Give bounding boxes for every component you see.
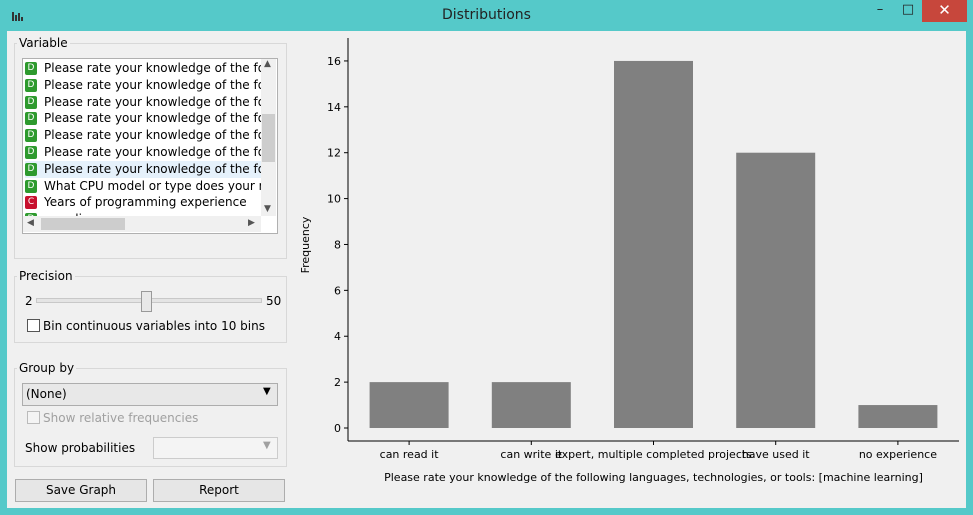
discrete-variable-icon: D [25, 146, 37, 159]
list-vertical-scroll-thumb[interactable] [262, 114, 275, 162]
y-tick-label: 14 [327, 101, 341, 114]
title-bar: Distributions – □ ✕ [0, 0, 973, 31]
precision-max-label: 50 [266, 294, 282, 308]
y-tick-label: 4 [334, 330, 341, 343]
group-by-label: Group by [17, 361, 77, 375]
bin-continuous-label: Bin continuous variables into 10 bins [43, 319, 265, 333]
variable-list-item-label: Please rate your knowledge of the follow… [44, 145, 261, 159]
bar [614, 60, 693, 429]
variable-list-item[interactable]: D Please rate your knowledge of the follo… [25, 144, 261, 161]
y-axis-label: Frequency [299, 216, 312, 273]
discrete-variable-icon: D [25, 62, 37, 75]
variable-list-item-label: Please rate your knowledge of the follow… [44, 128, 261, 143]
scroll-right-icon[interactable]: ▶ [248, 218, 255, 228]
discrete-variable-icon: D [25, 78, 37, 92]
discrete-variable-icon: D [25, 179, 37, 193]
bar-chart-icon [12, 12, 23, 21]
minimize-button[interactable]: – [876, 2, 884, 17]
variable-list-item-label: Please rate your knowledge of the follow… [44, 94, 261, 109]
variable-list-item[interactable]: D What CPU model or type does your most [25, 178, 261, 195]
variable-list-item-label: Please rate your knowledge of the follow… [44, 77, 261, 92]
report-button[interactable]: Report [153, 479, 285, 502]
x-tick-label: expert, multiple completed projects [555, 448, 752, 461]
variable-list-item[interactable]: D Please rate your knowledge of the follo… [25, 60, 261, 77]
close-button[interactable]: ✕ [922, 0, 967, 22]
variable-group: Variable D Please rate your knowledge of … [14, 36, 287, 259]
scroll-down-icon[interactable]: ▼ [264, 204, 271, 214]
y-tick-label: 8 [334, 238, 341, 251]
x-axis-label: Please rate your knowledge of the follow… [384, 471, 923, 484]
precision-group-label: Precision [17, 269, 75, 283]
show-probabilities-select[interactable]: ▼ [153, 437, 278, 459]
x-tick-label: can read it [380, 448, 440, 461]
bar [858, 405, 938, 428]
y-tick-label: 2 [334, 376, 341, 389]
bar [369, 382, 449, 428]
bin-continuous-checkbox[interactable] [27, 319, 40, 332]
group-by-select[interactable]: (None) ▼ [22, 383, 278, 406]
variable-list-item-label: Please rate your knowledge of the follow… [44, 111, 261, 126]
discrete-variable-icon: D [25, 162, 37, 176]
window-client-area: Variable D Please rate your knowledge of … [7, 31, 966, 508]
variable-list-item[interactable]: D Please rate your knowledge of the follo… [25, 127, 261, 144]
y-tick-label: 0 [334, 422, 341, 435]
show-probabilities-label: Show probabilities [25, 441, 136, 455]
chevron-down-icon: ▼ [263, 440, 271, 451]
variable-list-item[interactable]: D Please rate your knowledge of the follo… [25, 94, 261, 111]
y-tick-label: 16 [327, 55, 341, 68]
bar [491, 382, 571, 428]
discrete-variable-icon: D [25, 112, 37, 126]
y-tick-label: 10 [327, 193, 341, 206]
x-tick-label: no experience [859, 448, 937, 461]
variable-list-item-label: Years of programming experience [44, 195, 247, 210]
group-by-group: Group by [14, 361, 287, 467]
discrete-variable-icon: D [25, 129, 37, 143]
list-horizontal-scroll-thumb[interactable] [41, 218, 125, 230]
continuous-variable-icon: C [25, 196, 37, 210]
variable-list[interactable]: D Please rate your knowledge of the follo… [22, 58, 278, 234]
save-graph-button[interactable]: Save Graph [15, 479, 147, 502]
variable-list-item-label: What CPU model or type does your most [44, 178, 261, 193]
list-horizontal-scrollbar[interactable]: ◀ ▶ [23, 216, 261, 232]
y-tick-label: 12 [327, 147, 341, 160]
precision-slider-handle[interactable] [140, 291, 152, 312]
variable-group-label: Variable [17, 36, 70, 50]
variable-list-item[interactable]: D Please rate your knowledge of the follo… [25, 160, 261, 178]
variable-list-item-label: Please rate your knowledge of the follow… [44, 161, 261, 176]
variable-list-item[interactable]: C Years of programming experience [25, 194, 261, 211]
relative-frequencies-checkbox[interactable] [27, 411, 40, 424]
group-by-selected: (None) [26, 387, 67, 401]
relative-frequencies-label: Show relative frequencies [43, 411, 199, 425]
list-vertical-scrollbar[interactable]: ▲ ▼ [261, 59, 276, 216]
y-tick-label: 6 [334, 284, 341, 297]
x-tick-label: have used it [742, 448, 810, 461]
distribution-chart: 0 2 4 6 8 10 12 14 16 can read it can write itexpe… [299, 38, 959, 484]
bar [736, 152, 816, 428]
chevron-down-icon: ▼ [263, 386, 271, 397]
window-title: Distributions [442, 7, 531, 23]
precision-min-label: 2 [25, 294, 33, 308]
scroll-up-icon[interactable]: ▲ [264, 59, 271, 69]
x-tick-label: can write it [500, 448, 562, 461]
precision-group: Precision [14, 269, 287, 343]
maximize-button[interactable]: □ [901, 2, 915, 17]
scroll-left-icon[interactable]: ◀ [27, 218, 34, 228]
variable-list-item[interactable]: D Please rate your knowledge of the follo… [25, 77, 261, 94]
variable-list-item-label: Please rate your knowledge of the follow… [44, 61, 261, 75]
discrete-variable-icon: D [25, 95, 37, 109]
variable-list-item[interactable]: D Please rate your knowledge of the follo… [25, 110, 261, 127]
